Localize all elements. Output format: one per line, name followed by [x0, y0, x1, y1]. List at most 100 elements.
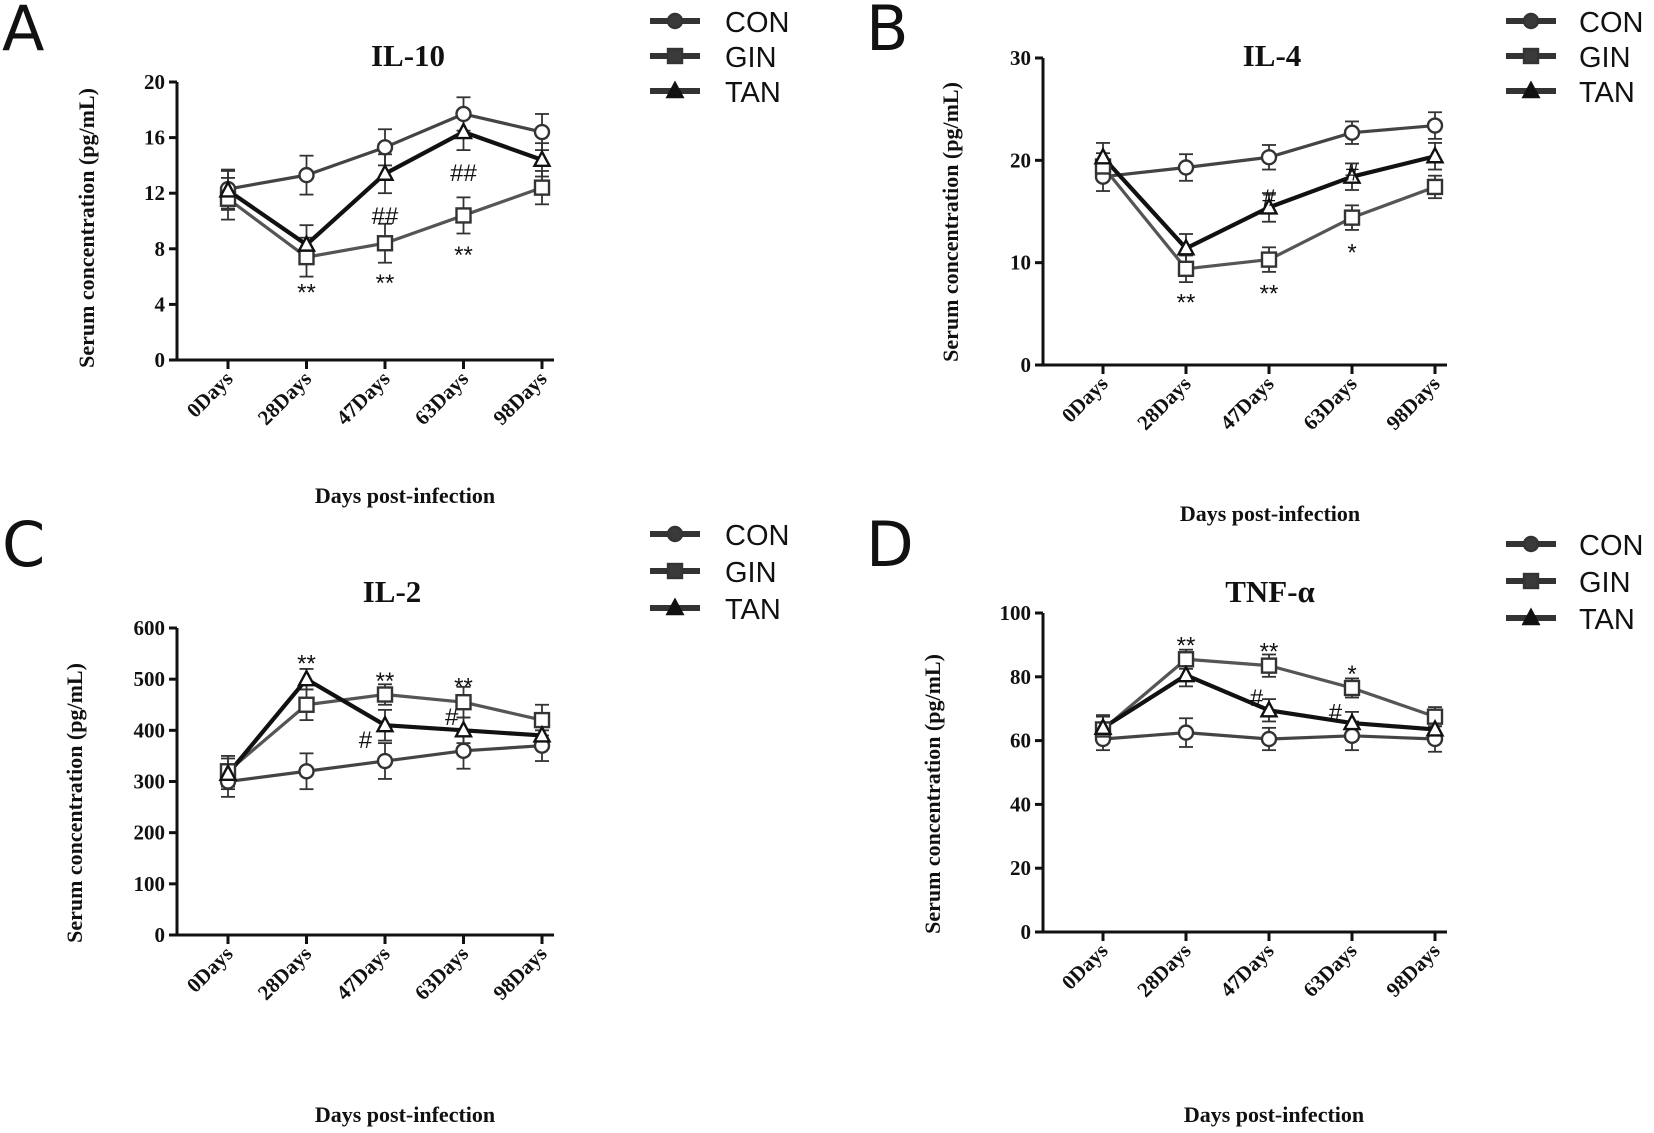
x-tick-label-b: 63Days [1298, 372, 1361, 435]
data-point-gin [1260, 657, 1278, 674]
x-tick-label-a: 98Days [488, 367, 551, 430]
data-point-gin [455, 693, 472, 711]
data-point-gin [533, 179, 551, 196]
significance-annotation-a: ## [450, 160, 477, 187]
significance-annotation-c: # [445, 704, 459, 731]
y-tick-label-a: 16 [144, 126, 165, 150]
y-axis-title-d: Serum concentration (pg/mL) [920, 654, 945, 934]
y-tick-label-b: 0 [1021, 353, 1032, 377]
y-tick-label-a: 0 [155, 348, 166, 372]
y-tick-label-c: 200 [134, 821, 166, 845]
panel-letter-b: B [866, 0, 909, 65]
legend-label-tan-b: TAN [1579, 77, 1635, 109]
y-tick-label-b: 20 [1010, 148, 1031, 172]
data-point-tan [1093, 146, 1113, 165]
y-tick-label-d: 0 [1021, 920, 1032, 944]
data-point-tan [218, 179, 238, 198]
legend-b: CON GIN TAN [1579, 7, 1643, 109]
y-tick-label-a: 4 [155, 292, 166, 316]
panel-letter-c: C [2, 508, 45, 581]
x-tick-label-b: 47Days [1215, 372, 1278, 435]
legend-label-tan-c: TAN [725, 594, 781, 626]
chart-title-b: IL-4 [1243, 38, 1302, 73]
data-point-gin [1343, 209, 1361, 226]
data-point-con [1177, 159, 1195, 176]
y-tick-label-d: 20 [1010, 856, 1031, 880]
data-point-tan [1259, 699, 1279, 718]
data-point-gin [1343, 679, 1361, 697]
legend-marker-con [666, 12, 684, 30]
significance-annotation-a: ** [376, 270, 395, 297]
significance-annotation-d: ** [1177, 632, 1196, 659]
y-axis-title-a: Serum concentration (pg/mL) [74, 88, 99, 368]
data-point-tan [218, 763, 238, 782]
chart-panel-c: C IL-2 Days post-infection Serum concent… [2, 508, 789, 1127]
significance-annotation-a: ** [297, 280, 316, 307]
significance-annotation-b: * [1347, 239, 1356, 266]
data-point-con [1177, 724, 1195, 741]
significance-annotation-c: ** [376, 668, 395, 695]
data-point-tan [453, 121, 474, 140]
y-tick-label-d: 60 [1010, 729, 1031, 753]
data-point-tan [1342, 712, 1362, 731]
legend-marker-gin [1522, 47, 1540, 65]
legend-label-gin-b: GIN [1579, 42, 1631, 74]
data-point-tan [375, 163, 395, 181]
legend-label-tan-d: TAN [1579, 604, 1635, 636]
x-axis-title-d: Days post-infection [1184, 1102, 1364, 1127]
y-tick-label-d: 80 [1010, 665, 1031, 689]
data-point-con [1260, 730, 1278, 748]
data-point-con [298, 166, 315, 184]
legend-marker-con [1522, 535, 1540, 553]
data-point-gin [1177, 260, 1195, 278]
data-point-gin [298, 696, 315, 713]
data-point-tan [1176, 237, 1196, 256]
chart-title-d: TNF-α [1225, 574, 1315, 609]
significance-annotation-d: # [1250, 685, 1264, 712]
panel-letter-d: D [866, 508, 914, 581]
legend-marker-gin [666, 47, 684, 65]
x-axis-title-a: Days post-infection [315, 483, 495, 508]
x-tick-label-a: 28Days [253, 367, 316, 430]
data-point-con [455, 105, 472, 123]
x-tick-label-d: 98Days [1381, 939, 1444, 1002]
legend-marker-tan [665, 80, 685, 99]
x-axis-title-b: Days post-infection [1180, 501, 1360, 526]
significance-annotation-b: # [1262, 185, 1276, 212]
chart-title-a: IL-10 [371, 38, 445, 73]
y-tick-label-b: 30 [1010, 46, 1031, 70]
legend-marker-gin [666, 562, 684, 580]
significance-annotation-d: * [1347, 661, 1356, 688]
x-tick-label-b: 28Days [1132, 372, 1195, 435]
legend-marker-gin [1522, 572, 1540, 590]
data-point-tan [1342, 166, 1362, 184]
x-tick-label-d: 47Days [1215, 939, 1278, 1002]
legend-marker-con [666, 525, 684, 543]
x-tick-label-d: 0Days [1057, 939, 1113, 995]
legend-marker-con [1522, 12, 1540, 30]
significance-annotation-b: ** [1260, 280, 1279, 307]
x-tick-label-c: 63Days [410, 942, 473, 1005]
data-point-gin [376, 686, 394, 703]
chart-title-c: IL-2 [363, 574, 422, 609]
significance-annotation-d: # [1329, 699, 1343, 726]
legend-label-gin-a: GIN [725, 42, 777, 74]
x-tick-label-c: 28Days [253, 942, 316, 1005]
data-point-con [298, 763, 315, 780]
x-tick-label-b: 98Days [1381, 372, 1444, 435]
y-tick-label-a: 20 [144, 70, 165, 94]
y-tick-label-a: 12 [144, 181, 165, 205]
y-tick-label-c: 300 [134, 770, 166, 794]
data-point-tan [453, 719, 474, 738]
legend-label-con-c: CON [725, 520, 789, 552]
y-tick-label-c: 0 [155, 923, 166, 947]
y-tick-label-c: 600 [134, 616, 166, 640]
data-point-tan [296, 668, 317, 687]
data-point-con [1426, 117, 1444, 134]
y-tick-label-d: 100 [1000, 601, 1032, 625]
x-tick-label-a: 0Days [182, 367, 238, 423]
data-point-gin [1426, 178, 1444, 196]
y-axis-title-b: Serum concentration (pg/mL) [938, 82, 963, 362]
legend-label-gin-c: GIN [725, 557, 777, 589]
